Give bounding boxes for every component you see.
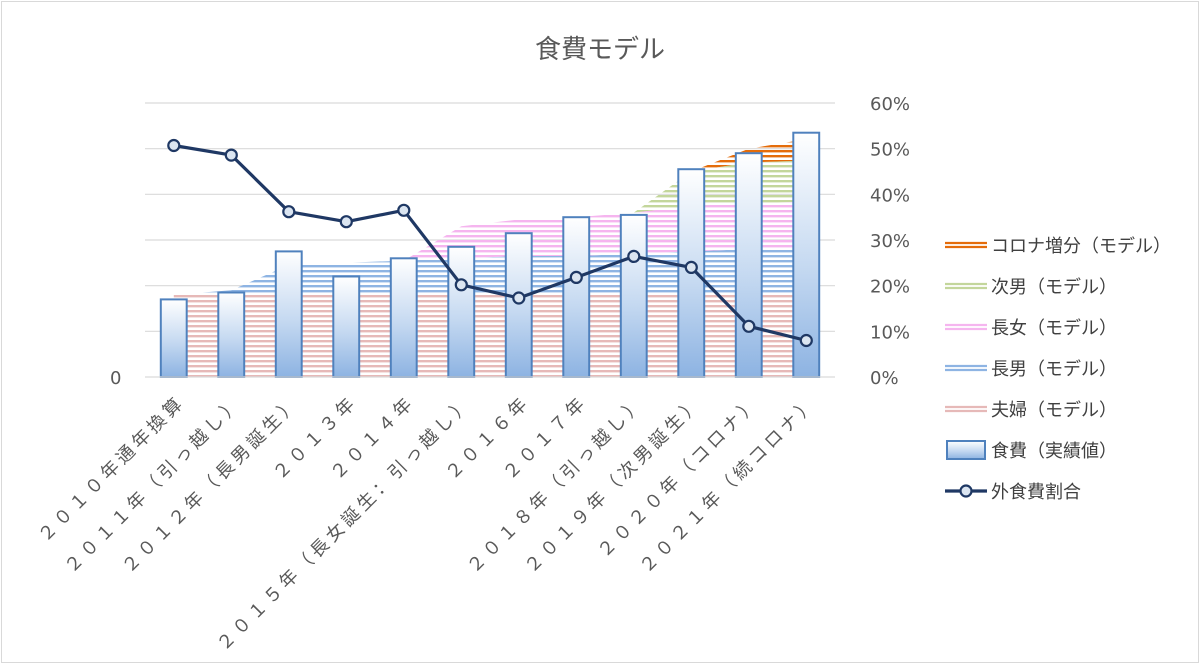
line-point [339,215,353,229]
line-path [173,143,807,343]
bar [274,250,303,378]
bar [619,213,648,378]
legend-label: 次男（モデル） [991,277,1117,298]
line-point [512,291,526,305]
bar [389,257,418,378]
legend-swatch [946,440,986,460]
legend-marker [959,484,973,498]
area-4 [173,292,818,377]
legend-item: 長男（モデル） [945,359,1117,380]
line-point [282,205,296,219]
legend-item: 夫婦（モデル） [945,400,1117,421]
legend-label: 長女（モデル） [991,318,1117,339]
right-axis-tick: 20% [870,277,910,298]
bar [447,245,476,378]
bar-series [159,131,821,378]
bar [504,232,533,378]
right-axis-tick: 0% [870,368,899,389]
legend: コロナ増分（モデル） 次男（モデル） 長女（モデル） 長男（モデル） 夫婦（モデル） 食費… [945,236,1171,503]
line-point [569,270,583,284]
legend-label: 長男（モデル） [991,359,1117,380]
legend-label: 食費（実績値） [991,441,1117,462]
legend-item: コロナ増分（モデル） [945,236,1171,257]
right-axis-tick: 30% [870,231,910,252]
bar [217,291,246,378]
bar [332,275,361,378]
line-point [742,319,756,333]
right-axis-tick: 40% [870,185,910,206]
legend-label: コロナ増分（モデル） [991,236,1171,257]
left-axis-tick: 0 [110,368,121,389]
bar [677,168,706,378]
legend-item: 食費（実績値） [946,440,1117,462]
legend-item: 長女（モデル） [945,318,1117,339]
model-areas [173,137,818,377]
line-series [167,138,813,348]
right-axis-tick: 60% [870,94,910,115]
right-axis-tick: 50% [870,140,910,161]
legend-item: 次男（モデル） [945,277,1117,298]
legend-label: 夫婦（モデル） [991,400,1117,421]
bar [159,298,188,378]
legend-label: 外食費割合 [991,482,1081,503]
line-point [224,148,238,162]
bar [562,216,591,378]
line-point [799,333,813,348]
line-point [397,203,411,217]
line-point [167,138,181,153]
line-point [627,249,641,263]
legend-item: 外食費割合 [945,482,1081,503]
right-axis-tick: 10% [870,322,910,343]
bar [734,152,763,378]
chart-title: 食費モデル [535,35,665,65]
line-point [684,260,698,274]
line-point [454,278,468,292]
